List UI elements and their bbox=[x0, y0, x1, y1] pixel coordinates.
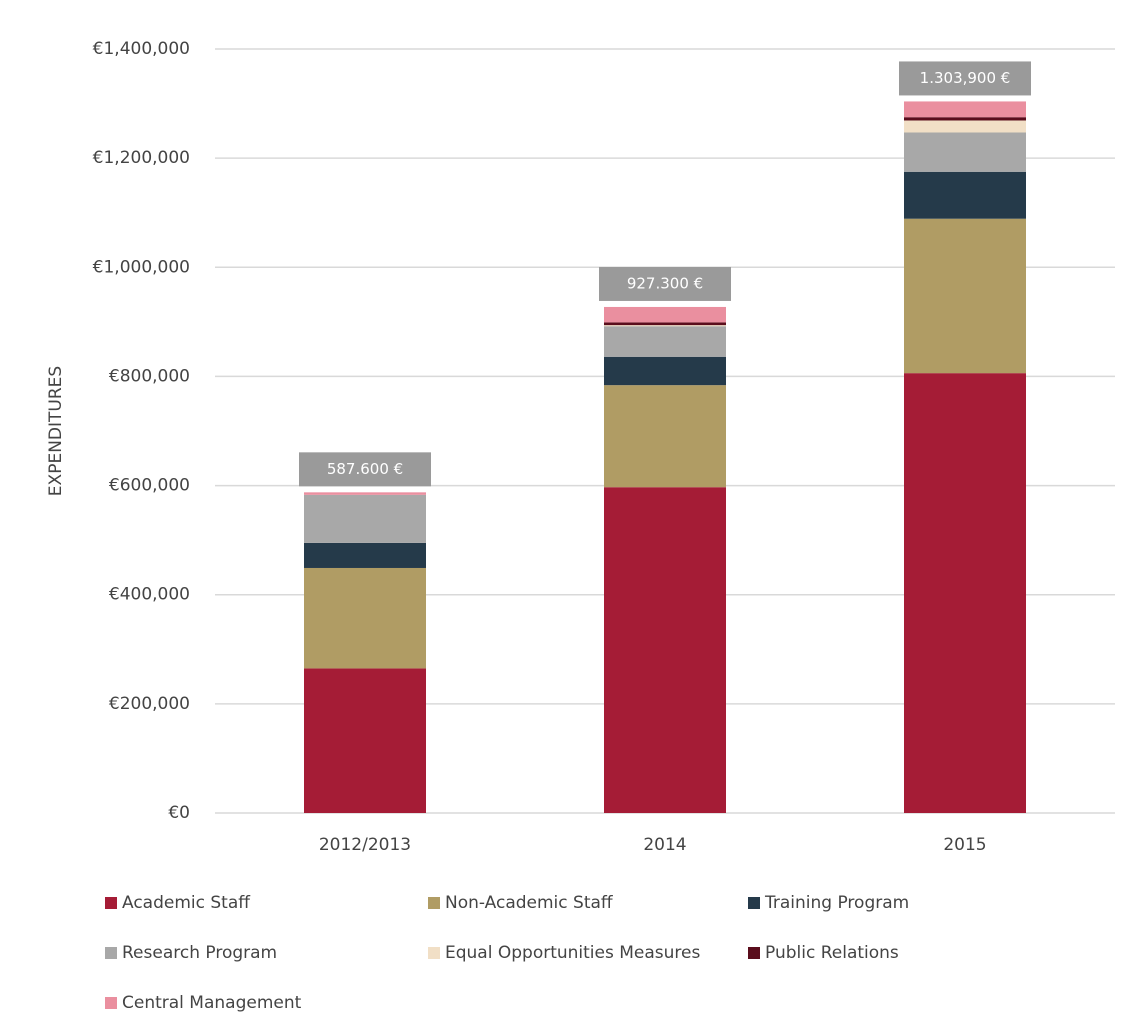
legend-label: Academic Staff bbox=[122, 893, 251, 913]
bar-segment bbox=[604, 385, 726, 488]
bar-segment bbox=[904, 373, 1026, 813]
x-tick-label: 2015 bbox=[943, 835, 986, 855]
x-tick-label: 2012/2013 bbox=[319, 835, 411, 855]
legend-label: Non-Academic Staff bbox=[445, 893, 614, 913]
y-tick-label: €1,000,000 bbox=[93, 257, 190, 277]
legend-swatch bbox=[105, 897, 117, 909]
total-label-box bbox=[299, 452, 431, 487]
bar-segment bbox=[904, 218, 1026, 374]
legend-label: Central Management bbox=[122, 993, 302, 1013]
legend-swatch bbox=[428, 947, 440, 959]
bar-segment bbox=[304, 567, 426, 669]
bar-segment bbox=[304, 494, 426, 543]
legend-swatch bbox=[748, 947, 760, 959]
bar-segment bbox=[904, 120, 1026, 133]
bar-segment bbox=[604, 306, 726, 323]
y-tick-label: €0 bbox=[168, 803, 190, 823]
bar-segment bbox=[904, 101, 1026, 118]
y-tick-label: €400,000 bbox=[109, 585, 190, 605]
bar-segment bbox=[904, 171, 1026, 219]
y-tick-label: €1,200,000 bbox=[93, 148, 190, 168]
total-label: 927.300 € bbox=[627, 274, 703, 292]
total-label: 1.303,900 € bbox=[920, 69, 1011, 87]
bar-segment bbox=[604, 326, 726, 357]
y-tick-label: €600,000 bbox=[109, 476, 190, 496]
bar-segment bbox=[304, 492, 426, 495]
y-axis-label: EXPENDITURES bbox=[46, 366, 66, 496]
bar-segment bbox=[604, 322, 726, 326]
legend-label: Equal Opportunities Measures bbox=[445, 943, 701, 963]
bar-segment bbox=[904, 117, 1026, 121]
y-tick-label: €1,400,000 bbox=[93, 39, 190, 59]
legend-swatch bbox=[105, 947, 117, 959]
bar-segment bbox=[604, 356, 726, 386]
legend-swatch bbox=[105, 997, 117, 1009]
total-label-box bbox=[899, 61, 1031, 96]
y-tick-label: €800,000 bbox=[109, 366, 190, 386]
total-label-box bbox=[599, 266, 731, 301]
legend-label: Public Relations bbox=[765, 943, 899, 963]
bar-segment bbox=[904, 132, 1026, 172]
bar-segment bbox=[304, 542, 426, 568]
x-tick-label: 2014 bbox=[643, 835, 686, 855]
y-tick-label: €200,000 bbox=[109, 694, 190, 714]
bar-segment bbox=[604, 325, 726, 327]
total-label: 587.600 € bbox=[327, 460, 403, 478]
legend-label: Research Program bbox=[122, 943, 277, 963]
bar-segment bbox=[304, 668, 426, 813]
legend-swatch bbox=[748, 897, 760, 909]
legend-label: Training Program bbox=[764, 893, 909, 913]
bar-segment bbox=[604, 487, 726, 813]
legend-swatch bbox=[428, 897, 440, 909]
